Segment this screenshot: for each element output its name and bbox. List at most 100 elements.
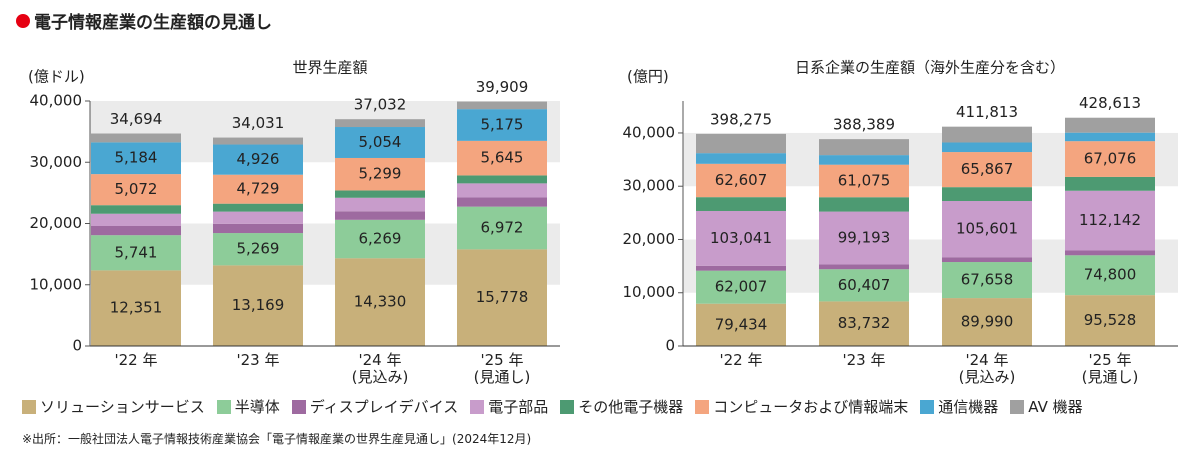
legend-swatch (216, 399, 231, 414)
bar-segment (335, 157, 425, 191)
bar-segment (819, 197, 909, 212)
bar-segment (335, 211, 425, 220)
bar-segment (457, 101, 547, 110)
legend-label: コンピュータおよび情報端末 (713, 398, 909, 416)
data-label: 60,407 (838, 276, 891, 294)
data-label: 62,607 (715, 171, 768, 189)
total-label: 428,613 (1079, 94, 1141, 112)
bar-segment (91, 142, 181, 175)
bar-segment (457, 109, 547, 141)
bar-segment (213, 203, 303, 212)
page-title: 電子情報産業の生産額の見通し (34, 13, 272, 33)
y-axis-label: (億円) (627, 68, 669, 86)
y-tick-label: 20,000 (623, 230, 676, 248)
total-label: 388,389 (833, 116, 895, 134)
bar-segment (91, 213, 181, 226)
y-tick-label: 20,000 (30, 214, 83, 232)
bar-segment (942, 142, 1032, 153)
data-label: 99,193 (838, 229, 891, 247)
bar-segment (942, 298, 1032, 346)
bar-segment (696, 303, 786, 346)
bar-segment (819, 301, 909, 346)
chart-title: 世界生産額 (292, 59, 367, 77)
bar-segment (696, 153, 786, 164)
data-label: 103,041 (710, 229, 772, 247)
x-tick-label: '25 年 (見通し) (473, 351, 531, 386)
y-axis-label: (億ドル) (28, 68, 85, 86)
bar-segment (213, 265, 303, 346)
bar-segment (91, 235, 181, 271)
y-tick-label: 10,000 (30, 275, 83, 293)
data-label: 67,076 (1084, 150, 1137, 168)
data-label: 6,972 (481, 219, 524, 237)
bar-segment (457, 197, 547, 207)
bar-segment (942, 262, 1032, 299)
bar-segment (942, 257, 1032, 263)
total-label: 411,813 (956, 103, 1018, 121)
data-label: 112,142 (1079, 211, 1141, 229)
y-tick-label: 0 (72, 337, 82, 355)
bar-segment (819, 269, 909, 302)
bar-segment (942, 200, 1032, 258)
bar-segment (335, 258, 425, 346)
bar-segment (819, 139, 909, 156)
x-tick-label: '24 年 (見込み) (351, 351, 409, 386)
data-label: 89,990 (961, 313, 1014, 331)
bar-segment (696, 210, 786, 266)
bar-segment (819, 155, 909, 165)
legend-item: ディスプレイデバイス (291, 396, 458, 417)
bar-segment (91, 174, 181, 206)
legend: ソリューションサービス 半導体 ディスプレイデバイス 電子部品 その他電子機器 コンピュー… (22, 396, 1083, 417)
data-label: 14,330 (354, 293, 407, 311)
total-label: 39,909 (476, 78, 529, 96)
bar-segment (819, 164, 909, 198)
bar-segment (1065, 132, 1155, 142)
bar-segment (213, 223, 303, 234)
bar-segment (1065, 176, 1155, 191)
bar-segment (91, 133, 181, 143)
legend-label: AV 機器 (1028, 398, 1083, 416)
data-label: 67,658 (961, 271, 1014, 289)
legend-label: 電子部品 (488, 398, 549, 416)
data-label: 4,729 (237, 180, 280, 198)
bar-segment (335, 219, 425, 259)
data-label: 65,867 (961, 160, 1014, 178)
bar-segment (696, 270, 786, 304)
data-label: 5,072 (115, 180, 158, 198)
bar-segment (457, 175, 547, 184)
bar-segment (91, 270, 181, 346)
bar-segment (696, 163, 786, 198)
data-label: 12,351 (110, 299, 163, 317)
bar-segment (213, 137, 303, 145)
total-label: 34,031 (232, 114, 285, 132)
data-label: 5,175 (481, 115, 524, 133)
x-tick-label: '23 年 (236, 351, 280, 369)
bar-segment (213, 211, 303, 224)
total-label: 37,032 (354, 96, 407, 114)
bar-segment (213, 233, 303, 266)
y-tick-label: 10,000 (623, 283, 676, 301)
data-label: 74,800 (1084, 266, 1137, 284)
legend-item: コンピュータおよび情報端末 (695, 396, 908, 417)
bar-segment (1065, 190, 1155, 251)
data-label: 61,075 (838, 171, 891, 189)
x-tick-label: '22 年 (114, 351, 158, 369)
bar-segment (335, 119, 425, 128)
bar-segment (457, 249, 547, 346)
legend-swatch (560, 399, 575, 414)
bar-segment (213, 144, 303, 175)
total-label: 34,694 (110, 110, 163, 128)
bar-segment (91, 205, 181, 214)
data-label: 5,269 (237, 240, 280, 258)
bar-segment (457, 183, 547, 198)
bar-segment (696, 133, 786, 154)
legend-swatch (470, 399, 485, 414)
bar-segment (1065, 255, 1155, 296)
bar-segment (942, 187, 1032, 201)
bar-segment (819, 211, 909, 265)
bar-segment (457, 140, 547, 176)
x-tick-label: '23 年 (842, 351, 886, 369)
data-label: 5,184 (115, 149, 158, 167)
